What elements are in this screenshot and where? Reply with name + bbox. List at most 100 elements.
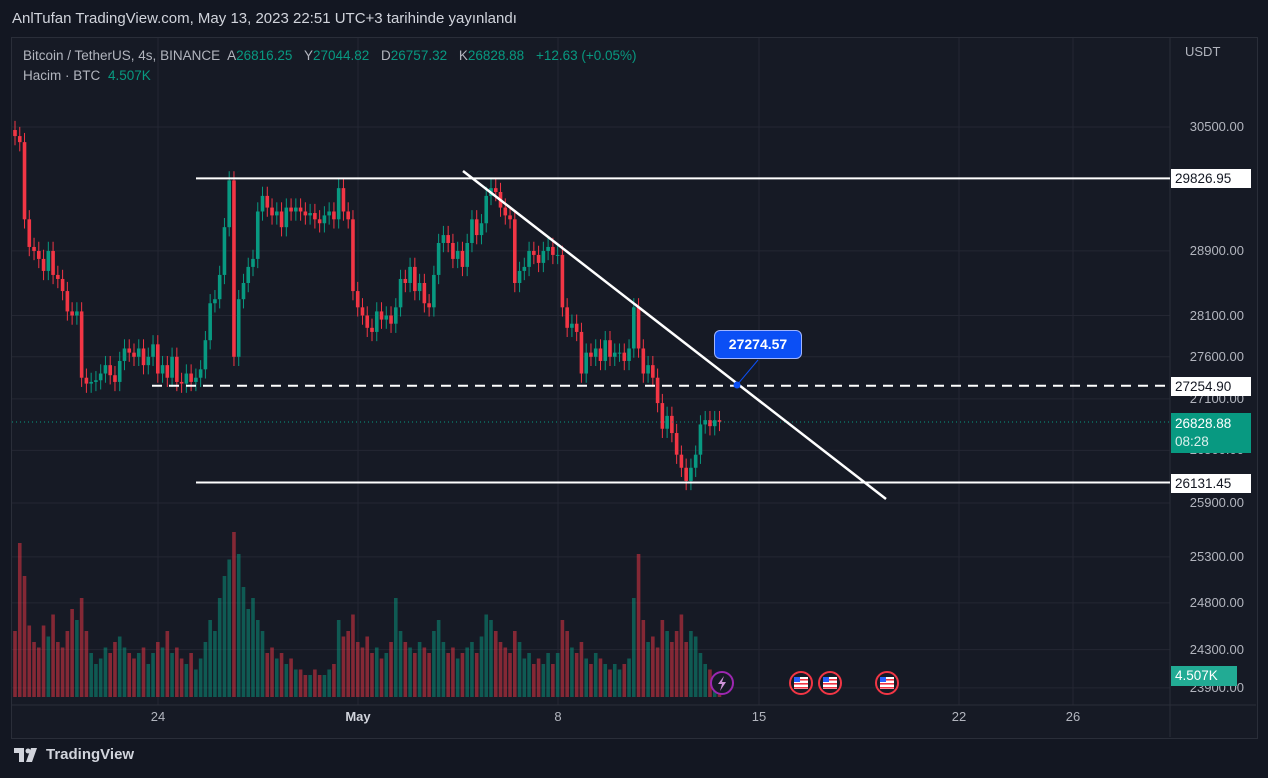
candle-body	[441, 235, 446, 243]
volume-bar	[389, 642, 393, 697]
candle-body	[551, 246, 555, 255]
open-value: 26816.25	[236, 48, 293, 63]
candle-body	[679, 454, 684, 468]
close-value: 26828.88	[467, 48, 525, 63]
volume-bar	[608, 669, 612, 697]
candle-body	[503, 207, 508, 216]
volume-bar	[94, 664, 98, 697]
candle-body	[260, 195, 265, 212]
trendline-anchor	[733, 381, 741, 389]
flag-stripe	[880, 683, 894, 685]
candle-body	[408, 266, 412, 283]
volume-bar	[417, 642, 422, 697]
tradingview-logo-icon	[14, 747, 37, 762]
volume-bar	[403, 642, 408, 697]
callout-pointer	[736, 359, 759, 386]
volume-bar	[522, 658, 527, 697]
flag-stripe	[823, 679, 837, 681]
volume-bar	[579, 642, 584, 697]
volume-value: 4.507K	[108, 68, 151, 83]
candle-body	[51, 250, 55, 275]
volume-bar	[122, 647, 127, 697]
volume-bar	[436, 620, 441, 697]
trendline-price-callout[interactable]: 27274.57	[714, 330, 802, 359]
volume-bar	[17, 543, 22, 697]
candle-body	[56, 274, 60, 279]
volume-bar	[117, 636, 122, 697]
candle-body	[322, 215, 327, 224]
volume-bar	[570, 647, 574, 697]
candle-body	[332, 211, 336, 220]
candle-body	[170, 356, 174, 378]
candle-body	[470, 219, 474, 243]
candle-body	[394, 307, 398, 324]
candle-body	[584, 352, 588, 374]
volume-bar	[341, 636, 346, 697]
candle-body	[151, 344, 155, 357]
volume-bar	[508, 653, 512, 697]
volume-bar	[622, 664, 627, 697]
volume-bar	[408, 647, 412, 697]
volume-bar	[489, 620, 493, 697]
flag-canton	[823, 677, 829, 682]
candle-body	[617, 352, 622, 354]
volume-bar	[560, 620, 565, 697]
candle-body	[708, 420, 712, 427]
volume-bar	[279, 653, 284, 697]
volume-bar	[27, 625, 32, 697]
candle-body	[374, 311, 379, 332]
volume-bar	[222, 576, 227, 697]
last-price: 26828.88	[1175, 416, 1232, 431]
candle-body	[541, 250, 546, 263]
change-value: +12.63 (+0.05%)	[535, 48, 637, 63]
candle-body	[422, 282, 427, 304]
candle-body	[527, 250, 531, 267]
price-tick: 25300.00	[1189, 548, 1244, 564]
volume-bar	[546, 653, 550, 697]
volume-bar	[298, 669, 303, 697]
volume-bar	[294, 669, 298, 697]
candle-body	[313, 213, 317, 220]
volume-bar	[270, 647, 274, 697]
volume-bar	[374, 647, 379, 697]
volume-bar	[194, 669, 198, 697]
volume-bar	[351, 614, 355, 697]
volume-bar	[189, 653, 193, 697]
candle-body	[532, 250, 536, 255]
currency-label[interactable]: USDT	[1185, 44, 1221, 59]
volume-bar	[251, 598, 255, 697]
volume-bar	[156, 642, 160, 697]
volume-bar	[275, 658, 279, 697]
bar-countdown: 08:28	[1175, 434, 1209, 449]
candle-body	[427, 303, 431, 308]
candle-body	[232, 180, 236, 357]
volume-bar	[184, 664, 189, 697]
tradingview-logo[interactable]: TradingView	[14, 746, 134, 763]
candle-body	[17, 136, 22, 143]
candle-body	[184, 373, 189, 384]
candle-body	[646, 365, 650, 374]
candle-body	[160, 365, 165, 374]
candle-body	[346, 211, 350, 220]
candle-body	[355, 291, 360, 308]
volume-bar	[498, 642, 503, 697]
candle-body	[79, 311, 84, 378]
volume-bar	[632, 598, 636, 697]
volume-bar	[413, 653, 417, 697]
candle-body	[560, 254, 565, 308]
close-label: K	[458, 48, 468, 63]
candle-body	[289, 207, 293, 212]
volume-bar	[313, 669, 317, 697]
candle-body	[508, 215, 512, 220]
price-tick: 25900.00	[1189, 495, 1244, 510]
candle-body	[689, 467, 693, 481]
lightning-glyph	[718, 676, 726, 691]
volume-bar	[617, 669, 622, 697]
volume-bar	[513, 631, 517, 697]
candle-body	[693, 454, 698, 468]
candle-body	[146, 356, 151, 366]
candle-body	[94, 380, 98, 382]
volume-bar	[89, 653, 93, 697]
candle-body	[608, 340, 612, 357]
